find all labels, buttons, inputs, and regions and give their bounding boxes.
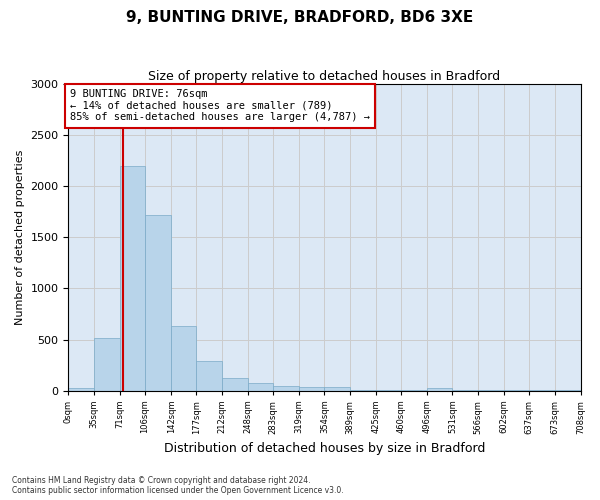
Bar xyxy=(299,387,325,390)
Bar xyxy=(273,386,299,390)
Bar xyxy=(222,378,248,390)
Bar xyxy=(325,387,350,390)
Bar xyxy=(68,388,94,390)
Bar xyxy=(120,166,145,390)
Bar xyxy=(248,383,273,390)
Title: Size of property relative to detached houses in Bradford: Size of property relative to detached ho… xyxy=(148,70,500,83)
Text: Contains HM Land Registry data © Crown copyright and database right 2024.
Contai: Contains HM Land Registry data © Crown c… xyxy=(12,476,344,495)
Bar xyxy=(145,215,171,390)
Text: 9, BUNTING DRIVE, BRADFORD, BD6 3XE: 9, BUNTING DRIVE, BRADFORD, BD6 3XE xyxy=(127,10,473,25)
Text: 9 BUNTING DRIVE: 76sqm
← 14% of detached houses are smaller (789)
85% of semi-de: 9 BUNTING DRIVE: 76sqm ← 14% of detached… xyxy=(70,90,370,122)
Bar xyxy=(196,360,222,390)
Y-axis label: Number of detached properties: Number of detached properties xyxy=(15,150,25,325)
Bar xyxy=(94,338,120,390)
Bar xyxy=(427,388,452,390)
Bar xyxy=(171,326,196,390)
X-axis label: Distribution of detached houses by size in Bradford: Distribution of detached houses by size … xyxy=(164,442,485,455)
